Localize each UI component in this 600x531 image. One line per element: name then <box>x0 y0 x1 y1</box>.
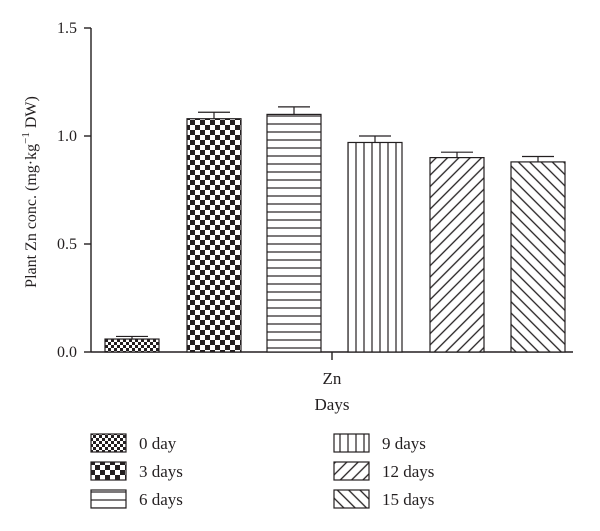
y-axis-label-tail: DW) <box>23 96 40 132</box>
legend-swatch <box>90 489 127 509</box>
legend-swatch <box>333 489 370 509</box>
legend-swatch <box>333 433 370 453</box>
x-axis-label: Days <box>315 395 350 414</box>
bar-6-days <box>266 113 322 353</box>
y-tick-label: 0.5 <box>57 236 77 253</box>
bar-3-days <box>186 118 242 353</box>
bar-0-day <box>104 338 160 353</box>
legend-swatch <box>333 461 370 481</box>
legend-label: 6 days <box>139 490 183 509</box>
y-axis-label: Plant Zn conc. (mg·kg−1 DW) <box>20 96 40 288</box>
legend-label: 15 days <box>382 490 434 509</box>
axes <box>90 28 573 360</box>
bar-12-days <box>429 157 485 353</box>
legend-label: 12 days <box>382 462 434 481</box>
legend-label: 9 days <box>382 434 426 453</box>
legend-swatch <box>90 461 127 481</box>
y-tick-label: 0.0 <box>57 344 77 361</box>
bar-9-days <box>347 141 403 353</box>
y-axis-label-superscript: −1 <box>20 132 32 144</box>
y-tick-label: 1.0 <box>57 128 77 145</box>
bar-15-days <box>510 161 566 353</box>
y-ticks: 0.0 0.5 1.0 1.5 <box>57 20 91 361</box>
x-category-label: Zn <box>323 369 342 388</box>
legend-swatch <box>90 433 127 453</box>
y-axis-label-main: Plant Zn conc. (mg·kg <box>23 144 40 288</box>
y-tick-label: 1.5 <box>57 20 77 37</box>
legend-label: 3 days <box>139 462 183 481</box>
bars <box>104 106 566 353</box>
legend: 0 day 3 days 6 days 9 days 12 days 15 days <box>90 433 434 509</box>
legend-label: 0 day <box>139 434 177 453</box>
